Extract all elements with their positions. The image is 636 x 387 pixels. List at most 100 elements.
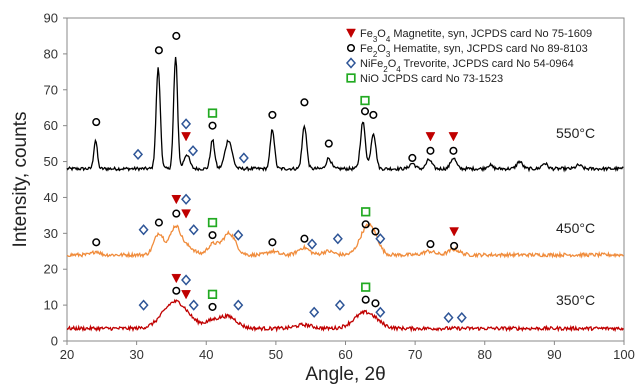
series-line (66, 56, 624, 173)
x-tick-label: 60 (338, 347, 352, 362)
hematite-marker (92, 118, 101, 127)
trevorite-marker (181, 274, 192, 286)
nio-marker (207, 289, 218, 299)
hematite-marker (268, 110, 277, 119)
trevorite-marker (238, 152, 249, 164)
hematite-marker (346, 43, 356, 53)
nio-marker (346, 73, 356, 83)
y-axis-ticks: 0 10 20 30 40 50 60 70 80 90 (44, 11, 67, 349)
magnetite-marker (171, 273, 182, 284)
series-line (66, 222, 624, 259)
y-tick-label: 20 (44, 262, 58, 277)
hematite-marker (208, 231, 217, 240)
x-tick-label: 70 (408, 347, 422, 362)
x-tick-label: 80 (478, 347, 492, 362)
hematite-marker (361, 220, 370, 229)
hematite-marker (324, 139, 333, 148)
x-tick-label: 100 (613, 347, 635, 362)
trevorite-marker (307, 238, 318, 250)
hematite-marker (426, 240, 435, 249)
hematite-marker (369, 110, 378, 119)
trevorite-marker (456, 312, 467, 324)
hematite-marker (172, 286, 181, 295)
hematite-marker (300, 98, 309, 107)
hematite-marker (172, 31, 181, 40)
hematite-marker (449, 146, 458, 155)
hematite-marker (300, 234, 309, 243)
trevorite-marker (188, 299, 199, 311)
y-tick-label: 0 (51, 334, 58, 349)
series-lines (66, 56, 624, 333)
magnetite-marker (181, 132, 191, 142)
y-tick-label: 60 (44, 118, 58, 133)
peak-markers (92, 31, 467, 324)
x-axis-ticks: 20 30 40 50 60 70 80 90 100 (60, 341, 635, 362)
trevorite-marker (233, 299, 244, 311)
series-line (66, 298, 624, 333)
magnetite-marker (449, 227, 460, 237)
y-tick-label: 50 (44, 154, 58, 169)
y-tick-label: 80 (44, 46, 58, 61)
legend-entry: NiFe2O4 Trevorite, JCPDS card No 54-0964 (360, 58, 574, 74)
x-tick-label: 50 (269, 347, 283, 362)
hematite-marker (208, 121, 217, 130)
legend-entry: Fe3O4 Magnetite, syn, JCPDS card No 75-1… (360, 28, 592, 44)
trevorite-marker (133, 148, 144, 161)
trevorite-marker (309, 306, 320, 318)
hematite-marker (92, 238, 101, 247)
hematite-marker (426, 146, 435, 155)
nio-marker (207, 217, 218, 228)
nio-marker (361, 282, 371, 292)
y-tick-label: 70 (44, 82, 58, 97)
hematite-marker (361, 295, 370, 304)
hematite-marker (360, 107, 370, 116)
y-tick-label: 10 (44, 298, 58, 313)
hematite-marker (208, 302, 217, 311)
x-tick-label: 30 (129, 347, 143, 362)
trevorite-marker (138, 299, 149, 311)
hematite-marker (268, 238, 277, 247)
x-tick-label: 40 (199, 347, 213, 362)
temperature-label: 550°C (556, 125, 595, 141)
hematite-marker (450, 241, 459, 250)
x-tick-label: 90 (547, 347, 561, 362)
trevorite-marker (188, 145, 199, 157)
y-tick-label: 40 (44, 190, 58, 205)
trevorite-marker (375, 233, 386, 245)
temperature-label: 350°C (556, 292, 595, 308)
trevorite-marker (181, 193, 192, 205)
y-axis-title: Intensity, counts (10, 112, 31, 248)
magnetite-marker (181, 290, 191, 300)
hematite-marker (172, 209, 181, 218)
temperature-labels: 550°C 450°C 350°C (556, 125, 595, 308)
magnetite-marker (171, 194, 182, 205)
legend-entry: NiO JCPDS card No 73-1523 (360, 73, 503, 85)
hematite-marker (154, 46, 163, 55)
nio-marker (361, 207, 371, 217)
hematite-marker (371, 227, 380, 236)
magnetite-marker (448, 132, 459, 142)
trevorite-marker (443, 312, 454, 324)
magnetite-marker (346, 28, 356, 39)
y-tick-label: 90 (44, 11, 58, 26)
trevorite-marker (332, 233, 343, 245)
trevorite-marker (181, 118, 192, 130)
temperature-label: 450°C (556, 220, 595, 236)
trevorite-marker (345, 57, 357, 69)
y-tick-label: 30 (44, 226, 58, 241)
hematite-marker (154, 218, 163, 227)
trevorite-marker (188, 224, 199, 236)
trevorite-marker (233, 229, 244, 241)
nio-marker (207, 108, 218, 118)
magnetite-marker (425, 132, 436, 142)
hematite-marker (408, 153, 417, 163)
trevorite-marker (375, 306, 386, 318)
trevorite-marker (334, 299, 345, 311)
x-tick-label: 20 (60, 347, 74, 362)
trevorite-marker (138, 224, 149, 236)
magnetite-marker (181, 209, 191, 219)
legend-entry: Fe2O3 Hematite, syn, JCPDS card No 89-81… (360, 43, 588, 59)
hematite-marker (371, 299, 380, 308)
x-axis-title: Angle, 2θ (305, 364, 385, 385)
